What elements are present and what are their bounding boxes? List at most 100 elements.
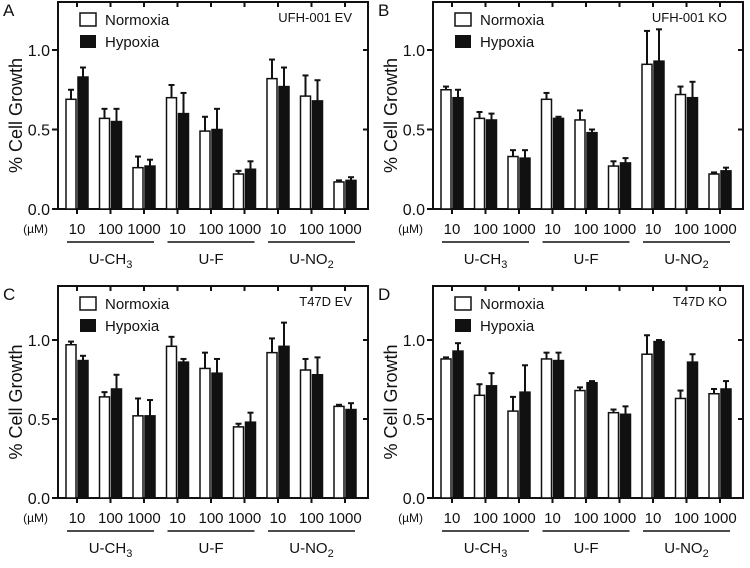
legend-label-normoxia: Normoxia xyxy=(105,296,170,313)
bar-normoxia xyxy=(65,343,77,499)
concentration-label: 1000 xyxy=(502,221,535,238)
concentration-label: 100 xyxy=(98,510,123,527)
bar-hypoxia xyxy=(519,391,531,499)
bar-normoxia xyxy=(98,396,111,499)
group-label: U-F xyxy=(199,540,224,557)
concentration-label: 100 xyxy=(198,510,223,527)
concentration-label: 1000 xyxy=(603,510,636,527)
bar-hypoxia xyxy=(720,388,732,499)
concentration-label: 1000 xyxy=(703,510,736,527)
y-axis-label: % Cell Growth xyxy=(6,344,26,459)
panel-letter: C xyxy=(3,285,15,304)
panel-d: D 0.0 0.5 1.0% Cell Growth Normoxia Hypoxia T4… xyxy=(378,285,744,560)
bar-normoxia xyxy=(507,155,519,210)
bar-hypoxia xyxy=(552,117,565,210)
bar-hypoxia xyxy=(311,374,324,499)
concentration-label: 1000 xyxy=(603,221,636,238)
condition-label: T47D EV xyxy=(299,294,352,309)
group-label: U-NO2 xyxy=(289,251,333,271)
bar-hypoxia xyxy=(345,408,357,499)
bar-normoxia xyxy=(299,369,312,499)
bar-hypoxia xyxy=(244,168,257,210)
concentration-label: 100 xyxy=(299,510,324,527)
legend-swatch-hypoxia xyxy=(80,35,96,48)
y-axis-label: % Cell Growth xyxy=(381,58,401,173)
concentration-label: 10 xyxy=(69,510,86,527)
legend-label-normoxia: Normoxia xyxy=(480,296,545,313)
legend-swatch-hypoxia xyxy=(80,319,96,332)
bar-normoxia xyxy=(574,119,586,210)
bar-normoxia xyxy=(333,405,345,499)
concentration-label: 1000 xyxy=(127,221,160,238)
bar-hypoxia xyxy=(77,359,89,499)
condition-label: T47D KO xyxy=(673,294,727,309)
bar-normoxia xyxy=(708,173,720,210)
bar-hypoxia xyxy=(686,361,699,499)
bar-normoxia xyxy=(299,95,312,210)
bar-normoxia xyxy=(232,426,245,499)
unit-label: (µM) xyxy=(398,511,423,525)
bar-normoxia xyxy=(607,411,620,499)
y-tick-label: 1.0 xyxy=(403,43,425,60)
condition-label: UFH-001 EV xyxy=(278,10,352,25)
concentration-label: 10 xyxy=(169,221,186,238)
panel-letter: D xyxy=(378,285,390,304)
legend-swatch-normoxia xyxy=(454,12,472,27)
legend-label-hypoxia: Hypoxia xyxy=(480,34,535,51)
bar-normoxia xyxy=(132,166,144,210)
bar-normoxia xyxy=(232,173,245,210)
bar-normoxia xyxy=(440,358,452,499)
concentration-label: 10 xyxy=(645,221,662,238)
panel-letter: B xyxy=(378,1,389,20)
bar-normoxia xyxy=(333,181,345,210)
bar-normoxia xyxy=(674,93,687,210)
group-label: U-CH3 xyxy=(89,540,133,560)
bar-normoxia xyxy=(473,117,486,210)
concentration-label: 100 xyxy=(573,221,598,238)
legend-swatch-normoxia xyxy=(79,12,97,27)
bar-normoxia xyxy=(440,89,452,210)
concentration-label: 100 xyxy=(198,221,223,238)
group-label: U-NO2 xyxy=(664,251,708,271)
group-label: U-F xyxy=(574,251,599,268)
bar-hypoxia xyxy=(452,96,464,210)
bar-normoxia xyxy=(98,117,111,210)
legend-swatch-hypoxia xyxy=(455,35,471,48)
bar-normoxia xyxy=(540,98,553,210)
concentration-label: 1000 xyxy=(127,510,160,527)
bar-normoxia xyxy=(199,367,211,499)
group-label: U-CH3 xyxy=(464,251,508,271)
concentration-label: 100 xyxy=(674,221,699,238)
concentration-label: 10 xyxy=(69,221,86,238)
legend-label-hypoxia: Hypoxia xyxy=(105,34,160,51)
bar-hypoxia xyxy=(653,340,665,499)
bar-normoxia xyxy=(641,353,653,499)
y-tick-label: 1.0 xyxy=(28,43,50,60)
bar-hypoxia xyxy=(686,96,699,210)
group-label: U-NO2 xyxy=(289,540,333,560)
legend-swatch-normoxia xyxy=(79,296,97,311)
bar-hypoxia xyxy=(177,361,190,499)
legend-label-normoxia: Normoxia xyxy=(480,12,545,29)
group-label: U-CH3 xyxy=(89,251,133,271)
unit-label: (µM) xyxy=(398,222,423,236)
bar-hypoxia xyxy=(311,100,324,210)
legend-label-hypoxia: Hypoxia xyxy=(105,318,160,335)
bar-normoxia xyxy=(165,96,178,210)
bar-hypoxia xyxy=(177,112,190,210)
bar-normoxia xyxy=(674,397,687,499)
bar-hypoxia xyxy=(345,179,357,210)
y-tick-label: 1.0 xyxy=(403,333,425,350)
concentration-label: 10 xyxy=(544,221,561,238)
bar-normoxia xyxy=(266,77,278,210)
bar-normoxia xyxy=(132,415,144,499)
legend-swatch-hypoxia xyxy=(455,319,471,332)
concentration-label: 1000 xyxy=(502,510,535,527)
bar-normoxia xyxy=(574,389,586,499)
bar-hypoxia xyxy=(485,119,498,210)
bar-normoxia xyxy=(708,392,720,499)
bar-hypoxia xyxy=(552,359,565,499)
concentration-label: 100 xyxy=(98,221,123,238)
group-label: U-NO2 xyxy=(664,540,708,560)
